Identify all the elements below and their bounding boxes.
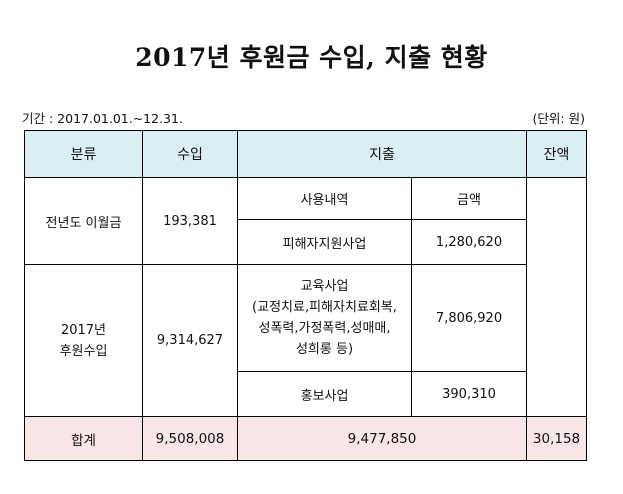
donation-report-table: 분류 수입 지출 잔액 전년도 이월금 193,381 사용내역 금액 피해자지… [24, 130, 588, 461]
table-row: 2017년 후원수입 9,314,627 교육사업 (교정치료,피해자치료회복,… [24, 264, 587, 417]
education-item: 교육사업 (교정치료,피해자치료회복, 성폭력,가정폭력,성매매, 성희롱 등) [237, 264, 412, 372]
period-label: 기간 : 2017.01.01.~12.31. [22, 111, 183, 126]
table-row: 전년도 이월금 193,381 사용내역 금액 [24, 177, 588, 417]
carryover-label: 전년도 이월금 [24, 177, 143, 265]
page-title: 2017년 후원금 수입, 지출 현황 [135, 43, 488, 72]
pr-item: 홍보사업 [237, 371, 412, 417]
victim-support-amount: 1,280,620 [410, 219, 528, 265]
total-income: 9,508,008 [142, 416, 238, 461]
donation-label-line2: 후원수입 [59, 343, 108, 359]
table-row: 홍보사업 390,310 [25, 371, 587, 417]
pr-amount: 390,310 [410, 371, 528, 417]
subheader-usage: 사용내역 [237, 177, 412, 220]
carryover-income: 193,381 [142, 177, 238, 265]
header-balance: 잔액 [526, 130, 588, 178]
balance-empty-cell [526, 177, 588, 417]
header-category: 분류 [24, 130, 143, 178]
donation-label: 2017년 후원수입 [24, 264, 143, 417]
unit-label: (단위: 원) [532, 111, 585, 126]
total-balance: 30,158 [526, 416, 588, 461]
table-row: 피해자지원사업 1,280,620 [25, 219, 587, 265]
subheader-amount: 금액 [410, 177, 528, 220]
header-row: 분류 수입 지출 잔액 [24, 130, 588, 178]
total-label: 합계 [24, 416, 143, 461]
total-expense: 9,477,850 [236, 416, 528, 461]
donation-income: 9,314,627 [142, 264, 238, 417]
total-row: 합계 9,508,008 9,477,850 30,158 [24, 416, 588, 461]
header-income: 수입 [142, 130, 238, 178]
donation-label-line1: 2017년 [60, 322, 107, 338]
education-amount: 7,806,920 [410, 264, 528, 372]
header-expense: 지출 [236, 130, 528, 178]
victim-support-item: 피해자지원사업 [237, 219, 412, 265]
